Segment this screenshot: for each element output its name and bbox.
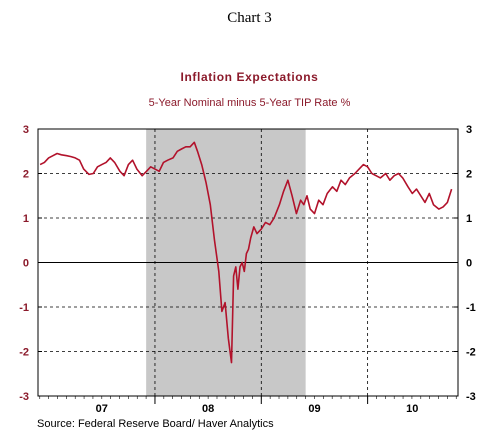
x-tick-label: 09 [308,403,320,415]
chart-subtitle: 5-Year Nominal minus 5-Year TIP Rate % [148,97,351,109]
chart-title: Inflation Expectations [180,70,319,84]
y-tick-label-right: -1 [466,302,476,314]
y-tick-label-left: 1 [23,213,29,225]
x-tick-label: 07 [96,403,108,415]
chart-header: Chart 3 [227,10,272,26]
y-tick-label-left: -1 [19,302,29,314]
x-tick-label: 08 [202,403,214,415]
y-tick-label-right: -2 [466,347,476,359]
y-tick-label-right: 0 [466,258,472,270]
y-tick-label-right: -3 [466,391,476,403]
y-tick-label-right: 1 [466,213,472,225]
y-tick-label-left: -3 [19,391,29,403]
x-tick-label: 10 [406,403,418,415]
series-line [39,141,453,364]
y-tick-label-left: 2 [23,169,29,181]
y-tick-label-left: -2 [19,347,29,359]
y-tick-label-right: 3 [466,124,472,136]
y-tick-label-left: 0 [23,258,29,270]
y-tick-label-left: 3 [23,124,29,136]
source-note: Source: Federal Reserve Board/ Haver Ana… [37,418,274,430]
y-tick-label-right: 2 [466,169,472,181]
